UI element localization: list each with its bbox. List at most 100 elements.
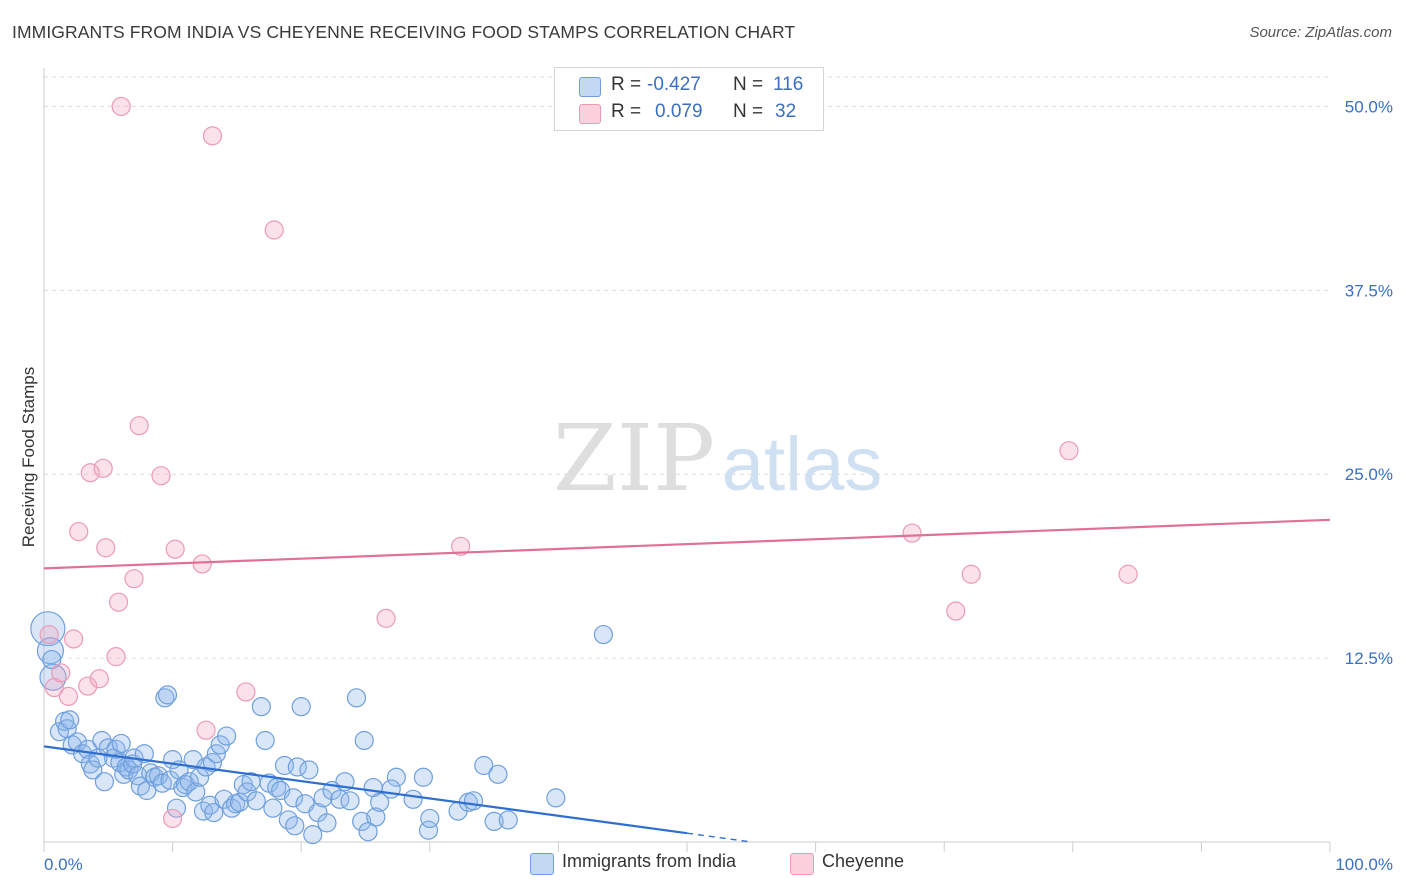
data-point-india (179, 772, 199, 792)
legend-r-value: 0.079 (655, 101, 703, 122)
data-point-india (92, 730, 112, 751)
data-point-india (413, 767, 433, 787)
chart-title: IMMIGRANTS FROM INDIA VS CHEYENNE RECEIV… (12, 22, 796, 42)
data-point-cheyenne (51, 663, 71, 683)
trend-line-cheyenne (43, 518, 1331, 570)
data-point-cheyenne (1059, 441, 1079, 461)
data-point-cheyenne (192, 554, 212, 574)
data-point-cheyenne (69, 521, 89, 542)
data-point-cheyenne (163, 808, 183, 829)
watermark-layer: ZIP atlas (553, 405, 882, 512)
data-point-india (291, 697, 311, 717)
data-point-cheyenne (961, 564, 981, 584)
data-point-india (484, 811, 504, 832)
data-point-cheyenne (151, 466, 171, 486)
data-point-cheyenne (89, 669, 109, 689)
data-point-india (60, 710, 80, 730)
bottom-legend-label-india: Immigrants from India (562, 851, 737, 871)
data-point-cheyenne (1118, 564, 1138, 584)
data-point-cheyenne (63, 629, 84, 649)
data-point-india (463, 791, 484, 811)
legend: R = -0.427 N = 116 R = 0.079 N = 32 (554, 67, 824, 131)
data-point-india (166, 798, 187, 818)
data-point-cheyenne (111, 96, 131, 117)
data-point-india (366, 807, 386, 827)
data-point-india (352, 811, 372, 832)
data-point-cheyenne (106, 647, 126, 667)
data-point-india (330, 789, 350, 809)
data-point-cheyenne (196, 720, 216, 740)
data-point-india (386, 767, 406, 787)
data-point-cheyenne (202, 126, 223, 146)
data-point-india (246, 791, 266, 811)
data-point-india (381, 779, 401, 799)
trend-line-india (43, 745, 688, 835)
y-tick-label: 25.0% (1345, 465, 1393, 484)
legend-n-label: N = (733, 74, 764, 95)
y-tick-label: 37.5% (1345, 281, 1393, 300)
data-point-india (251, 697, 271, 717)
data-point-india (299, 760, 319, 780)
data-point-cheyenne (58, 686, 79, 706)
data-point-india (498, 810, 518, 830)
data-point-cheyenne (96, 538, 116, 558)
data-point-cheyenne (946, 601, 966, 621)
data-point-india (42, 649, 62, 670)
trend-layer (43, 518, 1331, 843)
data-point-india (263, 798, 283, 818)
data-point-india (152, 773, 172, 793)
data-point-cheyenne (39, 624, 59, 645)
data-point-india (354, 730, 374, 751)
data-point-india (83, 760, 103, 780)
data-point-india (285, 816, 305, 836)
watermark-zip: ZIP (553, 405, 715, 512)
data-point-india (94, 772, 115, 792)
data-point-india (403, 789, 423, 809)
legend-r-label: R = (611, 101, 642, 122)
data-point-cheyenne (80, 463, 100, 483)
data-point-india (546, 788, 566, 808)
data-point-india (283, 788, 304, 808)
axis-layer (43, 68, 1331, 852)
data-point-india (488, 764, 508, 784)
data-point-india (317, 813, 337, 833)
data-point-india (303, 825, 323, 845)
data-point-cheyenne (902, 523, 922, 543)
data-point-cheyenne (124, 569, 144, 589)
data-point-cheyenne (376, 608, 396, 628)
legend-n-value: 32 (775, 101, 797, 122)
data-point-india (30, 611, 66, 647)
legend-n-label: N = (733, 101, 764, 122)
data-point-india (186, 782, 206, 802)
india-points (30, 611, 614, 845)
data-point-cheyenne (93, 458, 113, 478)
source-label: Source: ZipAtlas.com (1249, 24, 1392, 41)
y-axis-label: Receiving Food Stamps (19, 366, 38, 548)
data-point-india (420, 808, 440, 829)
x-tick-label: 100.0% (1335, 855, 1393, 874)
data-point-india (593, 624, 614, 645)
data-point-cheyenne (165, 539, 185, 559)
data-point-cheyenne (236, 682, 256, 702)
data-point-india (155, 688, 175, 708)
legend-swatch-india (579, 77, 601, 97)
data-point-india (346, 688, 367, 708)
legend-r-label: R = (611, 74, 642, 95)
legend-r-value: -0.427 (647, 74, 701, 95)
legend-n-value: 116 (773, 74, 804, 95)
x-tick-label: 0.0% (44, 855, 83, 874)
bottom-legend-swatch-india (530, 853, 554, 875)
cheyenne-points (39, 96, 1138, 829)
y-tick-label: 50.0% (1345, 97, 1393, 116)
data-point-india (340, 791, 360, 811)
data-point-cheyenne (129, 416, 149, 436)
data-point-india (255, 730, 275, 751)
data-point-india (217, 726, 237, 746)
data-point-cheyenne (264, 220, 284, 240)
data-point-india (370, 792, 390, 812)
data-point-india (111, 733, 131, 754)
data-point-india (98, 738, 118, 758)
y-tick-label: 12.5% (1345, 649, 1393, 668)
trend-line-india-dashed (686, 832, 752, 843)
